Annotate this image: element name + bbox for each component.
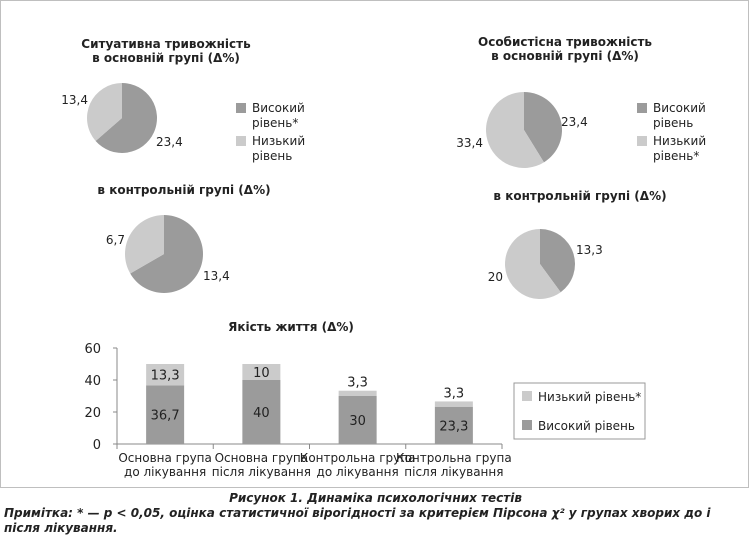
- pie2-slice-low: [124, 215, 164, 274]
- bar-low-3: [338, 390, 377, 396]
- pie2-title-line-1: в контрольній групі (Δ%): [97, 183, 270, 197]
- pie4-slice-high: [540, 229, 576, 293]
- bar-label-low-1: 13,3: [151, 369, 180, 384]
- legend-pie-right-low-swatch: [637, 136, 647, 146]
- bar-high-4: [434, 406, 473, 444]
- bar-high-2: [242, 380, 281, 444]
- pie4-label-high: 13,3: [576, 243, 603, 257]
- x-category-label-3-2: до лікування: [317, 465, 399, 479]
- legend-pie-left-low-swatch: [236, 136, 246, 146]
- legend-pie-left-high-label-2: рівень*: [252, 116, 298, 130]
- y-tick-label: 0: [93, 438, 101, 453]
- bar-label-low-3: 3,3: [347, 376, 368, 391]
- x-category-label-3-1: Контрольна група: [300, 451, 416, 465]
- pie3-slice-low: [485, 92, 544, 169]
- pie3-title-line-2: в основній групі (Δ%): [491, 49, 639, 63]
- bar-label-low-4: 3,3: [444, 386, 465, 401]
- legend-pie-right-high-label-2: рівень: [653, 116, 693, 130]
- pie2-label-low: 6,7: [106, 233, 125, 247]
- bar-chart-title: Якість життя (Δ%): [228, 320, 354, 334]
- pie4-slice-low: [505, 229, 561, 299]
- bar-legend-high-swatch: [522, 420, 532, 430]
- legend-pie-left-high-swatch: [236, 103, 246, 113]
- figure-note: Примітка: * — р < 0,05, оцінка статистич…: [4, 506, 711, 535]
- legend-pie-right-low-label-1: Низький: [653, 134, 706, 148]
- y-tick-label: 20: [84, 406, 101, 421]
- y-tick-label: 60: [84, 342, 101, 357]
- pie1-title-line-1: Ситуативна тривожність: [81, 37, 251, 51]
- figure-caption: Рисунок 1. Динаміка психологічних тестів: [229, 491, 522, 505]
- bar-label-high-4: 23,3: [439, 419, 468, 434]
- x-category-label-4-2: після лікування: [404, 465, 503, 479]
- pie1-title-line-2: в основній групі (Δ%): [92, 51, 240, 65]
- bar-legend-low-swatch: [522, 391, 532, 401]
- pie2-label-high: 13,4: [203, 269, 230, 283]
- bar-label-low-2: 10: [253, 366, 270, 381]
- x-category-label-1-2: до лікування: [124, 465, 206, 479]
- legend-pie-left-low-label-1: Низький: [252, 134, 305, 148]
- bar-high-1: [146, 385, 185, 444]
- legend-pie-left-high-label-1: Високий: [252, 101, 305, 115]
- legend-pie-right-high-swatch: [637, 103, 647, 113]
- bar-legend-box: [513, 382, 646, 440]
- pie3-label-low: 33,4: [456, 136, 483, 150]
- pie2-slice-high: [130, 215, 203, 293]
- x-category-label-1-1: Основна група: [118, 451, 212, 465]
- pie4-title-line-1: в контрольній групі (Δ%): [493, 189, 666, 203]
- legend-pie-right-low-label-2: рівень*: [653, 149, 699, 163]
- bar-high-3: [338, 396, 377, 444]
- pie1-label-high: 23,4: [156, 135, 183, 149]
- x-category-label-4-1: Контрольна група: [396, 451, 512, 465]
- x-category-label-2-2: після лікування: [212, 465, 311, 479]
- pie1-slice-low: [86, 83, 122, 142]
- pie3-title-line-1: Особистісна тривожність: [478, 35, 652, 49]
- bar-low-4: [434, 401, 473, 407]
- legend-pie-right-high-label-1: Високий: [653, 101, 706, 115]
- pie4-label-low: 20: [488, 270, 503, 284]
- y-tick-label: 40: [84, 374, 101, 389]
- pie1-slice-high: [95, 83, 157, 153]
- x-category-label-2-1: Основна група: [215, 451, 309, 465]
- bar-low-2: [242, 364, 281, 380]
- bar-legend-low-label: Низький рівень*: [538, 390, 641, 404]
- bar-legend-high-label: Високий рівень: [538, 419, 635, 433]
- legend-pie-left-low-label-2: рівень: [252, 149, 292, 163]
- bar-label-high-3: 30: [349, 414, 366, 429]
- bar-label-high-2: 40: [253, 406, 270, 421]
- pie3-slice-high: [524, 92, 562, 163]
- pie1-label-low: 13,4: [61, 93, 88, 107]
- bar-label-high-1: 36,7: [151, 409, 180, 424]
- pie3-label-high: 23,4: [561, 115, 588, 129]
- bar-low-1: [146, 364, 185, 386]
